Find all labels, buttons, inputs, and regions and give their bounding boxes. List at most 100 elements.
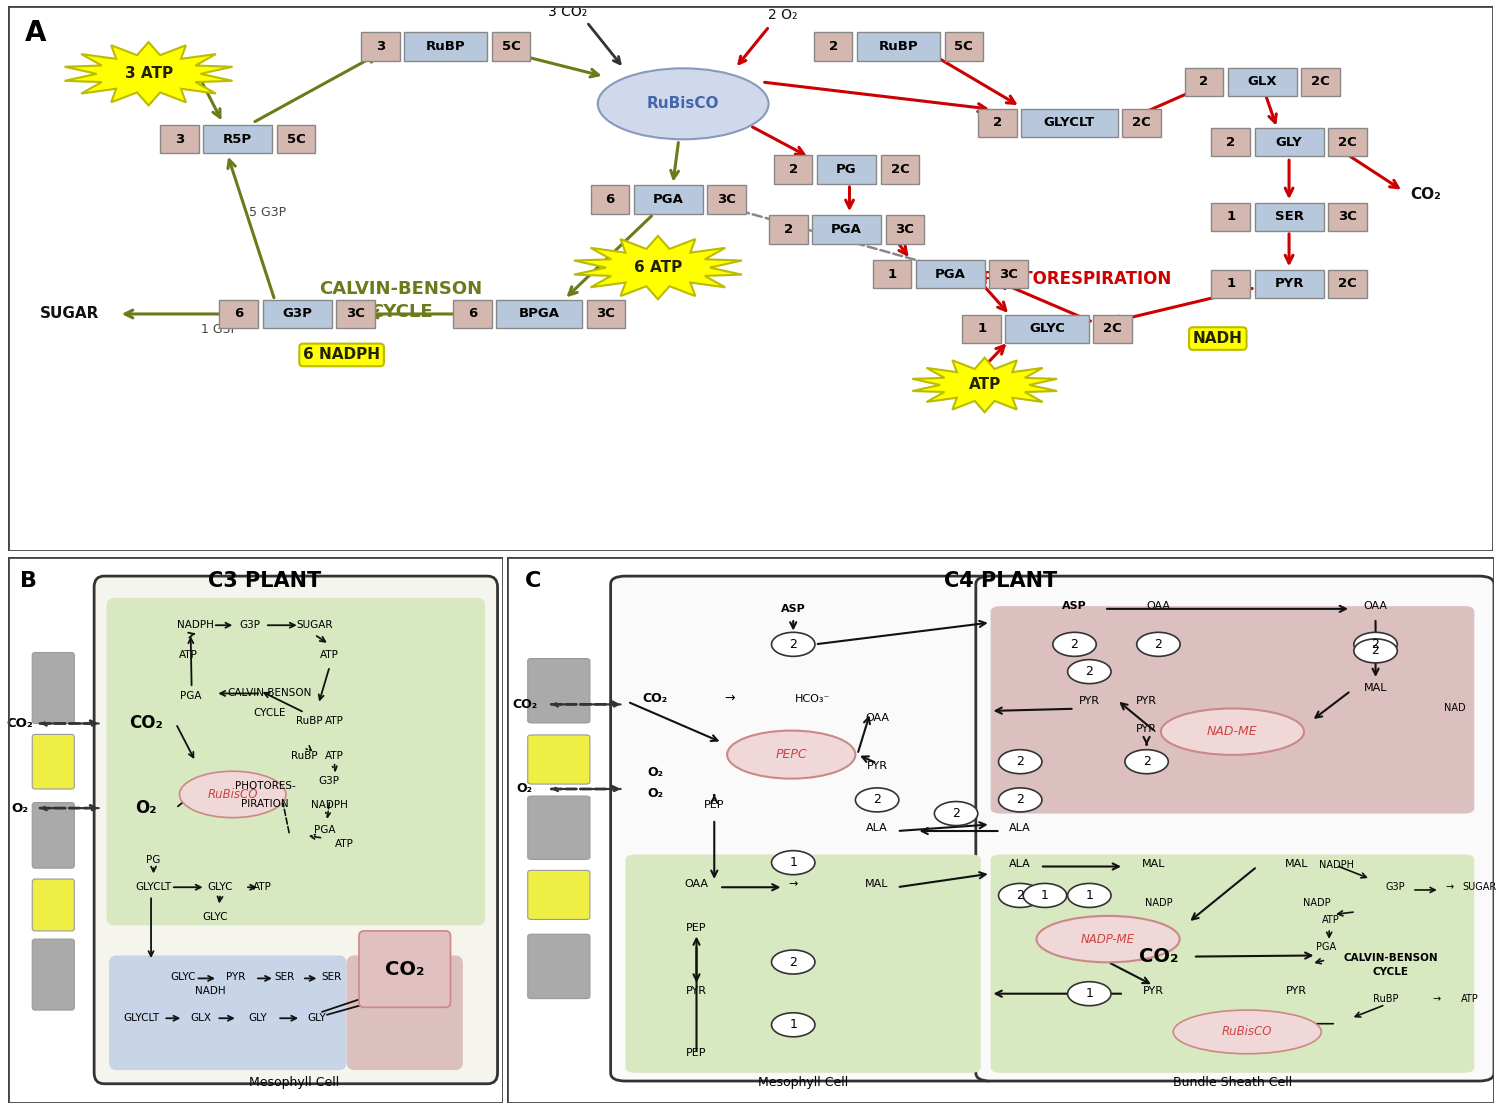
Text: O₂: O₂	[646, 766, 663, 780]
Text: 5C: 5C	[501, 40, 520, 53]
Text: Mesophyll Cell: Mesophyll Cell	[249, 1076, 339, 1089]
FancyBboxPatch shape	[1254, 270, 1323, 299]
Text: 2: 2	[952, 807, 960, 820]
FancyBboxPatch shape	[110, 956, 347, 1071]
FancyBboxPatch shape	[610, 576, 1001, 1081]
Text: G3P: G3P	[282, 307, 312, 321]
Text: 2: 2	[789, 956, 796, 968]
Text: O₂: O₂	[518, 782, 532, 795]
FancyBboxPatch shape	[916, 260, 986, 289]
FancyBboxPatch shape	[586, 300, 626, 329]
Text: A: A	[26, 19, 46, 47]
Text: CO₂: CO₂	[1138, 947, 1178, 966]
FancyBboxPatch shape	[990, 260, 1028, 289]
Text: GLYC: GLYC	[202, 912, 228, 922]
Text: →: →	[1446, 882, 1454, 892]
Text: 1: 1	[789, 1018, 796, 1032]
Text: 1: 1	[1086, 889, 1094, 902]
Text: RuBP: RuBP	[1372, 994, 1398, 1004]
FancyBboxPatch shape	[492, 32, 530, 60]
Text: SER: SER	[274, 973, 296, 983]
Text: PIRATION: PIRATION	[242, 799, 288, 809]
FancyBboxPatch shape	[774, 155, 813, 184]
Circle shape	[1053, 633, 1096, 656]
Text: GLYCLT: GLYCLT	[123, 1014, 159, 1024]
FancyBboxPatch shape	[1328, 203, 1366, 231]
FancyBboxPatch shape	[978, 109, 1017, 137]
Text: 2C: 2C	[1311, 76, 1330, 88]
Text: R5P: R5P	[224, 133, 252, 146]
Text: SUGAR: SUGAR	[296, 620, 333, 631]
Text: ATP: ATP	[320, 651, 339, 661]
Text: O₂: O₂	[135, 799, 158, 817]
Text: CO₂: CO₂	[512, 697, 537, 711]
FancyBboxPatch shape	[528, 870, 590, 919]
Circle shape	[771, 1013, 814, 1037]
FancyBboxPatch shape	[404, 32, 488, 60]
FancyBboxPatch shape	[1212, 128, 1249, 156]
FancyBboxPatch shape	[106, 598, 484, 926]
Text: 3C: 3C	[999, 267, 1018, 281]
Text: RuBisCO: RuBisCO	[646, 96, 720, 111]
Text: ALA: ALA	[1010, 823, 1031, 833]
Text: NADP-ME: NADP-ME	[1082, 932, 1136, 946]
Text: O₂: O₂	[12, 802, 28, 814]
Text: O₂: O₂	[646, 788, 663, 800]
FancyBboxPatch shape	[976, 576, 1494, 1081]
Text: PYR: PYR	[1136, 696, 1156, 706]
Text: CALVIN-BENSON: CALVIN-BENSON	[228, 688, 312, 698]
Text: NADPH: NADPH	[1318, 860, 1353, 870]
FancyBboxPatch shape	[1254, 128, 1323, 156]
Text: ATP: ATP	[334, 839, 354, 849]
Text: PEP: PEP	[687, 922, 706, 932]
Circle shape	[1068, 883, 1112, 908]
Text: Mesophyll Cell: Mesophyll Cell	[758, 1076, 847, 1089]
FancyBboxPatch shape	[770, 215, 807, 244]
Circle shape	[999, 788, 1042, 812]
Text: RuBP: RuBP	[296, 716, 322, 725]
Circle shape	[1125, 750, 1168, 774]
FancyBboxPatch shape	[634, 185, 704, 214]
Text: 3 CO₂: 3 CO₂	[548, 6, 586, 19]
Text: RuBP: RuBP	[291, 751, 318, 761]
Text: CYCLE: CYCLE	[1372, 967, 1408, 977]
Text: SUGAR: SUGAR	[1462, 882, 1497, 892]
Text: ATP: ATP	[326, 751, 344, 761]
FancyBboxPatch shape	[528, 797, 590, 859]
FancyBboxPatch shape	[591, 185, 630, 214]
Text: 2: 2	[1086, 665, 1094, 678]
Text: 6 ATP: 6 ATP	[634, 260, 682, 275]
Text: PEP: PEP	[704, 800, 724, 810]
Text: 2: 2	[1071, 638, 1078, 651]
Text: PYR: PYR	[1275, 277, 1304, 291]
Text: 5C: 5C	[954, 40, 974, 53]
Text: PGA: PGA	[652, 193, 684, 206]
FancyBboxPatch shape	[160, 125, 198, 154]
Text: 3: 3	[176, 133, 184, 146]
Text: PGA: PGA	[314, 825, 334, 834]
FancyBboxPatch shape	[202, 125, 272, 154]
Text: PGA: PGA	[1316, 942, 1336, 952]
FancyBboxPatch shape	[1212, 203, 1249, 231]
FancyBboxPatch shape	[33, 939, 75, 1010]
Text: 2: 2	[783, 223, 794, 236]
Text: MAL: MAL	[1142, 859, 1166, 869]
Text: ATP: ATP	[969, 378, 1000, 392]
FancyBboxPatch shape	[1328, 128, 1366, 156]
Text: NADPH: NADPH	[177, 620, 214, 631]
Text: SER: SER	[321, 973, 342, 983]
Text: 3C: 3C	[346, 307, 364, 321]
FancyBboxPatch shape	[219, 300, 258, 329]
Text: 1: 1	[888, 267, 897, 281]
FancyBboxPatch shape	[528, 658, 590, 723]
Text: RuBP: RuBP	[879, 40, 918, 53]
Text: GLY: GLY	[1275, 136, 1302, 148]
Text: G3P: G3P	[240, 620, 261, 631]
Text: SER: SER	[1275, 211, 1304, 223]
Text: OAA: OAA	[865, 713, 889, 723]
Text: SUGAR: SUGAR	[40, 306, 99, 322]
Text: ATP: ATP	[254, 882, 272, 892]
Ellipse shape	[180, 771, 286, 818]
Text: 3 ATP: 3 ATP	[124, 67, 172, 81]
FancyBboxPatch shape	[1328, 270, 1366, 299]
